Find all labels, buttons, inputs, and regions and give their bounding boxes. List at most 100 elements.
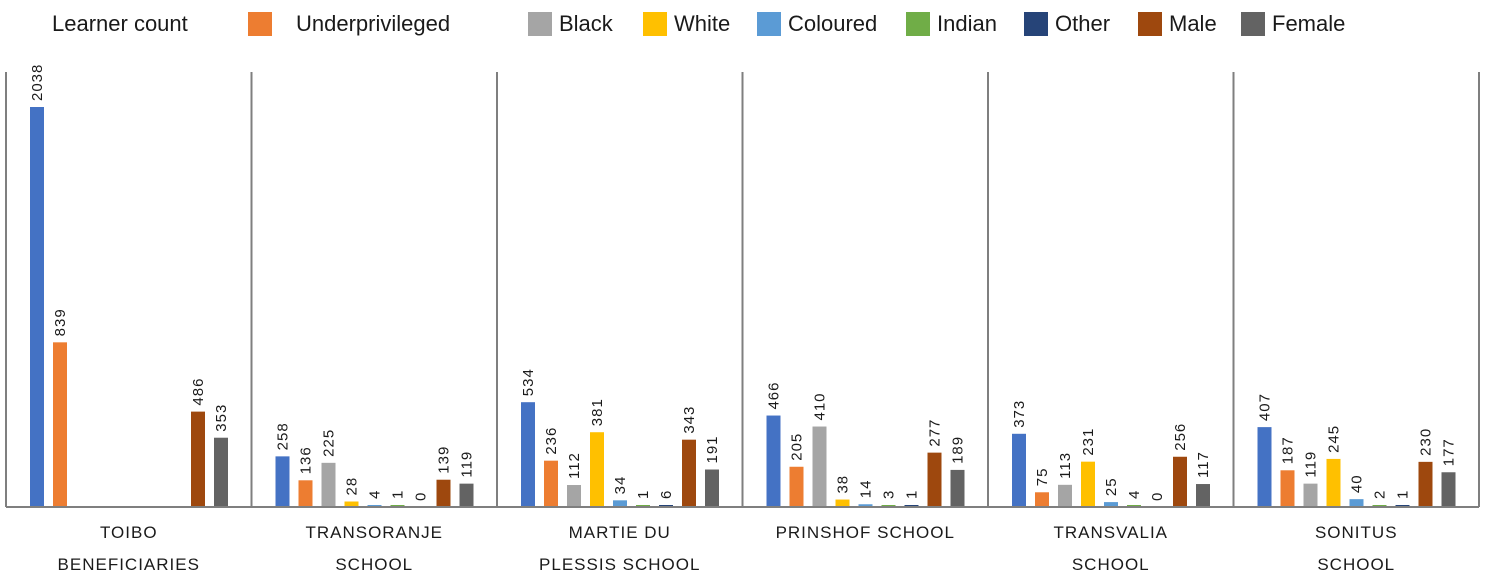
legend-label: Other [1055, 11, 1110, 36]
legend-label: Female [1272, 11, 1345, 36]
legend-label: Learner count [52, 11, 188, 36]
bar-underprivileged [1280, 470, 1295, 507]
value-label: 14 [858, 480, 875, 499]
value-label: 205 [789, 433, 806, 461]
bar-learner-count [1012, 433, 1026, 507]
category-label: SONITUS [1315, 523, 1398, 542]
category-labels: TOIBO BENEFICIARIES TRANSORANJE SCHOOL MARTI… [58, 523, 1398, 574]
legend-item-female: Female [1241, 11, 1345, 36]
category-label: PRINSHOF SCHOOL [776, 523, 955, 542]
value-label: 2038 [29, 64, 46, 101]
bar-learner-count [521, 402, 535, 507]
value-label: 117 [1195, 451, 1212, 478]
value-label: 373 [1011, 400, 1028, 428]
legend-label: Male [1169, 11, 1217, 36]
bar-male [682, 439, 696, 507]
legend-item-learner-count: Learner count [52, 11, 188, 36]
value-label: 245 [1326, 425, 1343, 453]
legend-label: Black [559, 11, 614, 36]
value-label: 256 [1172, 423, 1189, 451]
category-label: MARTIE DU [569, 523, 671, 542]
value-label: 75 [1034, 468, 1051, 487]
bar-white [1326, 458, 1341, 507]
bar-male [927, 452, 942, 507]
bar-female [705, 469, 719, 507]
legend: Learner count Underprivileged Black White Co… [52, 11, 1345, 36]
legend-swatch [1241, 12, 1265, 36]
legend-swatch [1138, 12, 1162, 36]
legend-item-male: Male [1138, 11, 1217, 36]
value-label: 177 [1441, 438, 1458, 466]
value-label: 230 [1418, 428, 1435, 456]
category-label: SCHOOL [1072, 555, 1150, 574]
value-label: 112 [566, 452, 583, 479]
legend-label: Coloured [788, 11, 877, 36]
value-label: 28 [344, 477, 361, 496]
bar-coloured [1349, 499, 1364, 507]
legend-swatch [1024, 12, 1048, 36]
value-label: 6 [658, 490, 675, 499]
value-label: 1 [390, 490, 407, 499]
bar-white [835, 499, 850, 507]
value-label: 4 [367, 490, 384, 499]
value-label: 0 [1149, 492, 1166, 501]
legend-swatch [528, 12, 552, 36]
value-label: 3 [881, 490, 898, 499]
bar-coloured [1104, 502, 1118, 507]
legend-item-black: Black [528, 11, 614, 36]
bar-learner-count [30, 107, 44, 507]
bar-underprivileged [544, 460, 558, 507]
value-label: 486 [190, 378, 207, 406]
bar-female [459, 483, 474, 507]
bar-black [321, 462, 336, 507]
value-label: 1 [635, 490, 652, 499]
value-label: 119 [459, 451, 476, 478]
value-label: 0 [413, 492, 430, 501]
value-label: 277 [927, 419, 944, 447]
bar-white [590, 432, 604, 507]
bar-underprivileged [298, 480, 313, 507]
legend-item-underprivileged: Underprivileged [248, 11, 450, 36]
value-label: 381 [589, 398, 606, 426]
value-label: 38 [835, 475, 852, 494]
category-label: TRANSORANJE [305, 523, 443, 542]
bar-learner-count [275, 456, 290, 507]
legend-item-other: Other [1024, 11, 1110, 36]
bar-male [191, 411, 205, 507]
value-label: 258 [275, 422, 292, 450]
bar-coloured [858, 504, 873, 507]
value-label: 534 [520, 368, 537, 396]
value-label: 25 [1103, 477, 1120, 496]
legend-label: Indian [937, 11, 997, 36]
category-label: PLESSIS SCHOOL [539, 555, 700, 574]
legend-swatch [248, 12, 272, 36]
value-label: 139 [436, 446, 453, 474]
value-label: 187 [1280, 436, 1297, 464]
legend-item-indian: Indian [906, 11, 997, 36]
value-label: 136 [298, 446, 315, 474]
value-label: 34 [612, 476, 629, 495]
bar-black [812, 426, 827, 507]
bar-coloured [613, 500, 627, 507]
legend-swatch [906, 12, 930, 36]
value-label: 113 [1057, 452, 1074, 479]
legend-swatch [757, 12, 781, 36]
bar-female [1196, 484, 1210, 507]
bar-black [1058, 484, 1072, 507]
bar-male [1418, 461, 1433, 507]
value-label: 119 [1303, 451, 1320, 478]
legend-item-coloured: Coloured [757, 11, 877, 36]
bar-male [436, 479, 451, 507]
bars [30, 107, 1456, 507]
bar-female [1441, 472, 1456, 507]
value-label: 231 [1080, 428, 1097, 456]
bar-female [214, 437, 228, 507]
value-label: 189 [950, 436, 967, 464]
bar-white [344, 501, 359, 507]
category-label: TOIBO [100, 523, 158, 542]
value-label: 236 [543, 427, 560, 455]
value-label: 191 [704, 435, 721, 463]
